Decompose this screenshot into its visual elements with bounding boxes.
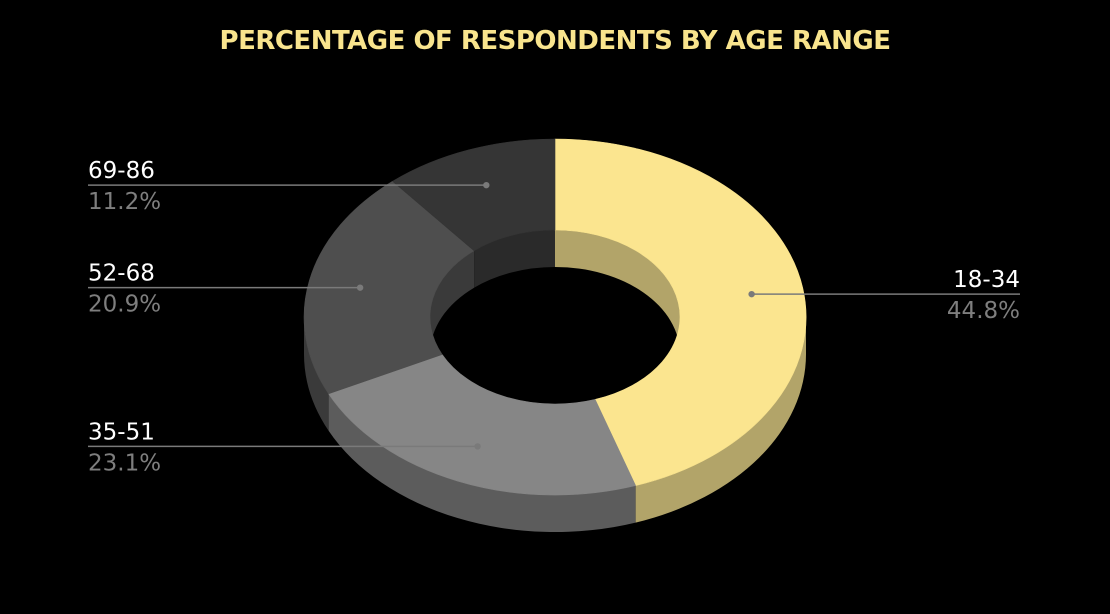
slice-35-51 — [328, 354, 637, 496]
slice-69-86 — [392, 138, 556, 252]
slice-label-value: 20.9% — [88, 292, 161, 318]
donut-slices — [303, 138, 807, 496]
slice-label-name: 52-68 — [88, 261, 155, 287]
slice-label-name: 69-86 — [88, 158, 155, 184]
slice-outer-wall — [304, 317, 329, 431]
slice-inner-wall — [430, 250, 475, 354]
donut-walls — [304, 230, 807, 533]
slice-inner-wall — [555, 230, 680, 354]
slice-52-68 — [303, 180, 475, 395]
slice-outer-wall — [328, 393, 636, 533]
chart-title: PERCENTAGE OF RESPONDENTS BY AGE RANGE — [219, 26, 891, 56]
leader-dot — [474, 443, 481, 450]
slice-label-value: 11.2% — [88, 189, 161, 215]
slice-label-name: 18-34 — [953, 267, 1020, 293]
leader-dot — [483, 181, 490, 189]
slice-label-name: 35-51 — [88, 419, 155, 445]
slice-labels: 18-34 44.8% 35-51 23.1% 52-68 20.9% 69-86 11.2% — [88, 158, 1020, 476]
slice-18-34 — [554, 138, 807, 486]
slice-label-value: 23.1% — [88, 450, 161, 476]
leader-dot — [356, 284, 364, 291]
leader-dot — [748, 290, 755, 298]
slice-inner-wall — [474, 230, 555, 288]
slice-outer-wall — [635, 317, 807, 523]
slice-label-value: 44.8% — [947, 298, 1020, 324]
